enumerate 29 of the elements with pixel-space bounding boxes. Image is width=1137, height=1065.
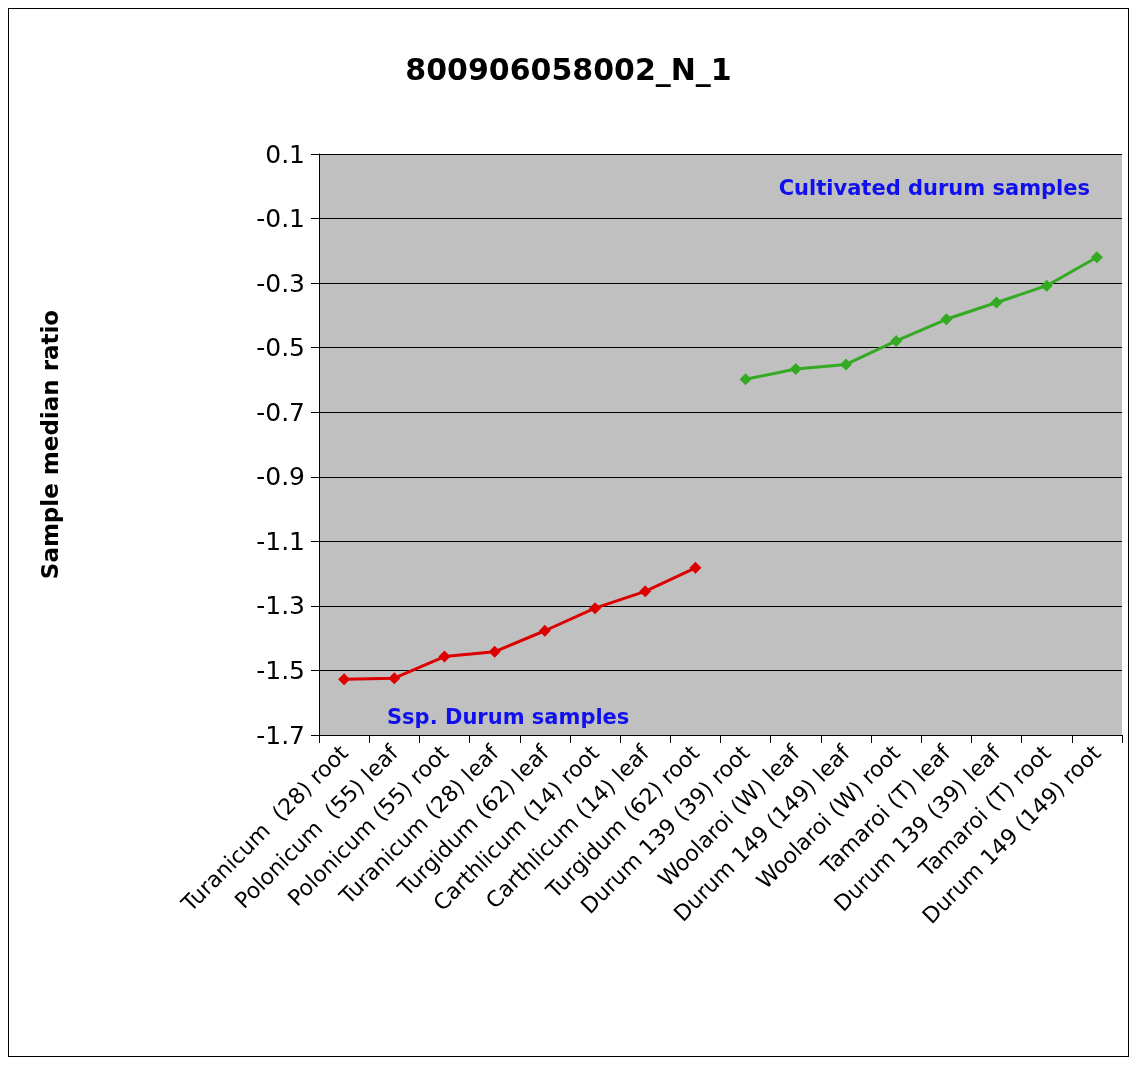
y-tick-label: -1.5 <box>256 655 305 685</box>
point <box>1040 279 1053 292</box>
y-tick-label: 0.1 <box>265 139 305 169</box>
y-tick-label: -0.7 <box>256 397 305 427</box>
point <box>689 561 702 574</box>
y-axis-title: Sample median ratio <box>36 309 63 580</box>
y-tick-label: -1.7 <box>256 720 305 750</box>
point <box>589 602 602 615</box>
point <box>839 358 852 371</box>
point <box>639 585 652 598</box>
annotation: Cultivated durum samples <box>778 175 1091 200</box>
point <box>940 313 953 326</box>
point <box>538 624 551 637</box>
y-tick-label: -0.5 <box>256 333 305 363</box>
point <box>388 672 401 685</box>
y-tick-label: -1.1 <box>256 526 305 556</box>
y-tick-label: -0.9 <box>256 462 305 492</box>
point <box>1090 251 1103 264</box>
point <box>488 645 501 658</box>
point <box>739 373 752 386</box>
point <box>990 296 1003 309</box>
y-tick-label: -0.3 <box>256 268 305 298</box>
point <box>789 362 802 375</box>
y-tick-label: -1.3 <box>256 591 305 621</box>
point <box>438 650 451 663</box>
y-tick-label: -0.1 <box>256 204 305 234</box>
point <box>890 334 903 347</box>
annotation: Ssp. Durum samples <box>387 704 630 729</box>
chart-title: 800906058002_N_1 <box>405 51 732 87</box>
